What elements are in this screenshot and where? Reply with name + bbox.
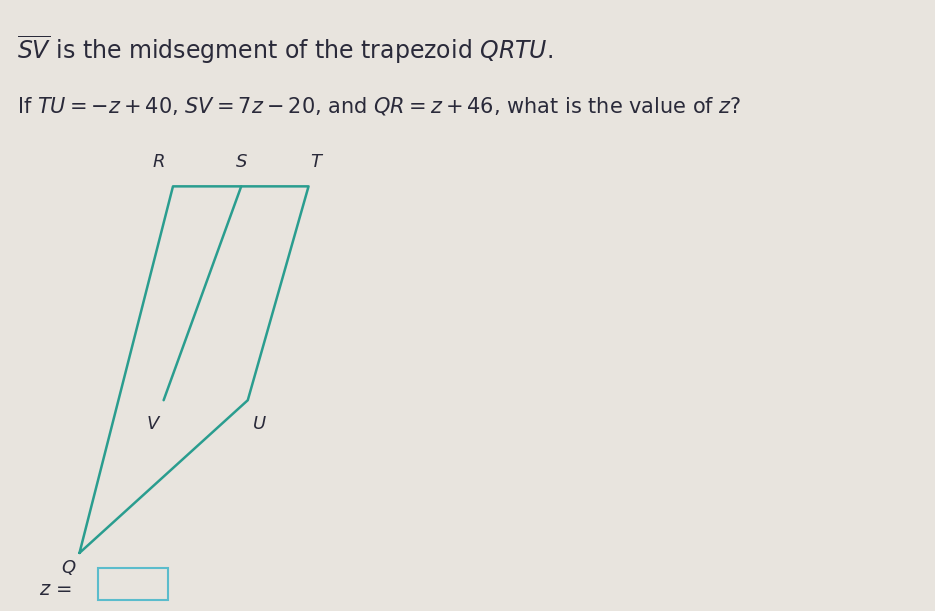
- Text: U: U: [253, 415, 266, 433]
- Text: S: S: [236, 153, 247, 171]
- Text: V: V: [146, 415, 159, 433]
- Text: R: R: [152, 153, 165, 171]
- Text: $\overline{\mathit{SV}}$ is the midsegment of the trapezoid $\mathit{QRTU}$.: $\overline{\mathit{SV}}$ is the midsegme…: [17, 34, 553, 67]
- Text: $z$ =: $z$ =: [39, 580, 74, 599]
- Text: T: T: [310, 153, 322, 171]
- Text: Q: Q: [61, 559, 75, 577]
- Text: If $\mathit{TU}=\mathrm{-}z+40$, $\mathit{SV}=7z-20$, and $\mathit{QR}=z+46$, wh: If $\mathit{TU}=\mathrm{-}z+40$, $\mathi…: [17, 95, 741, 117]
